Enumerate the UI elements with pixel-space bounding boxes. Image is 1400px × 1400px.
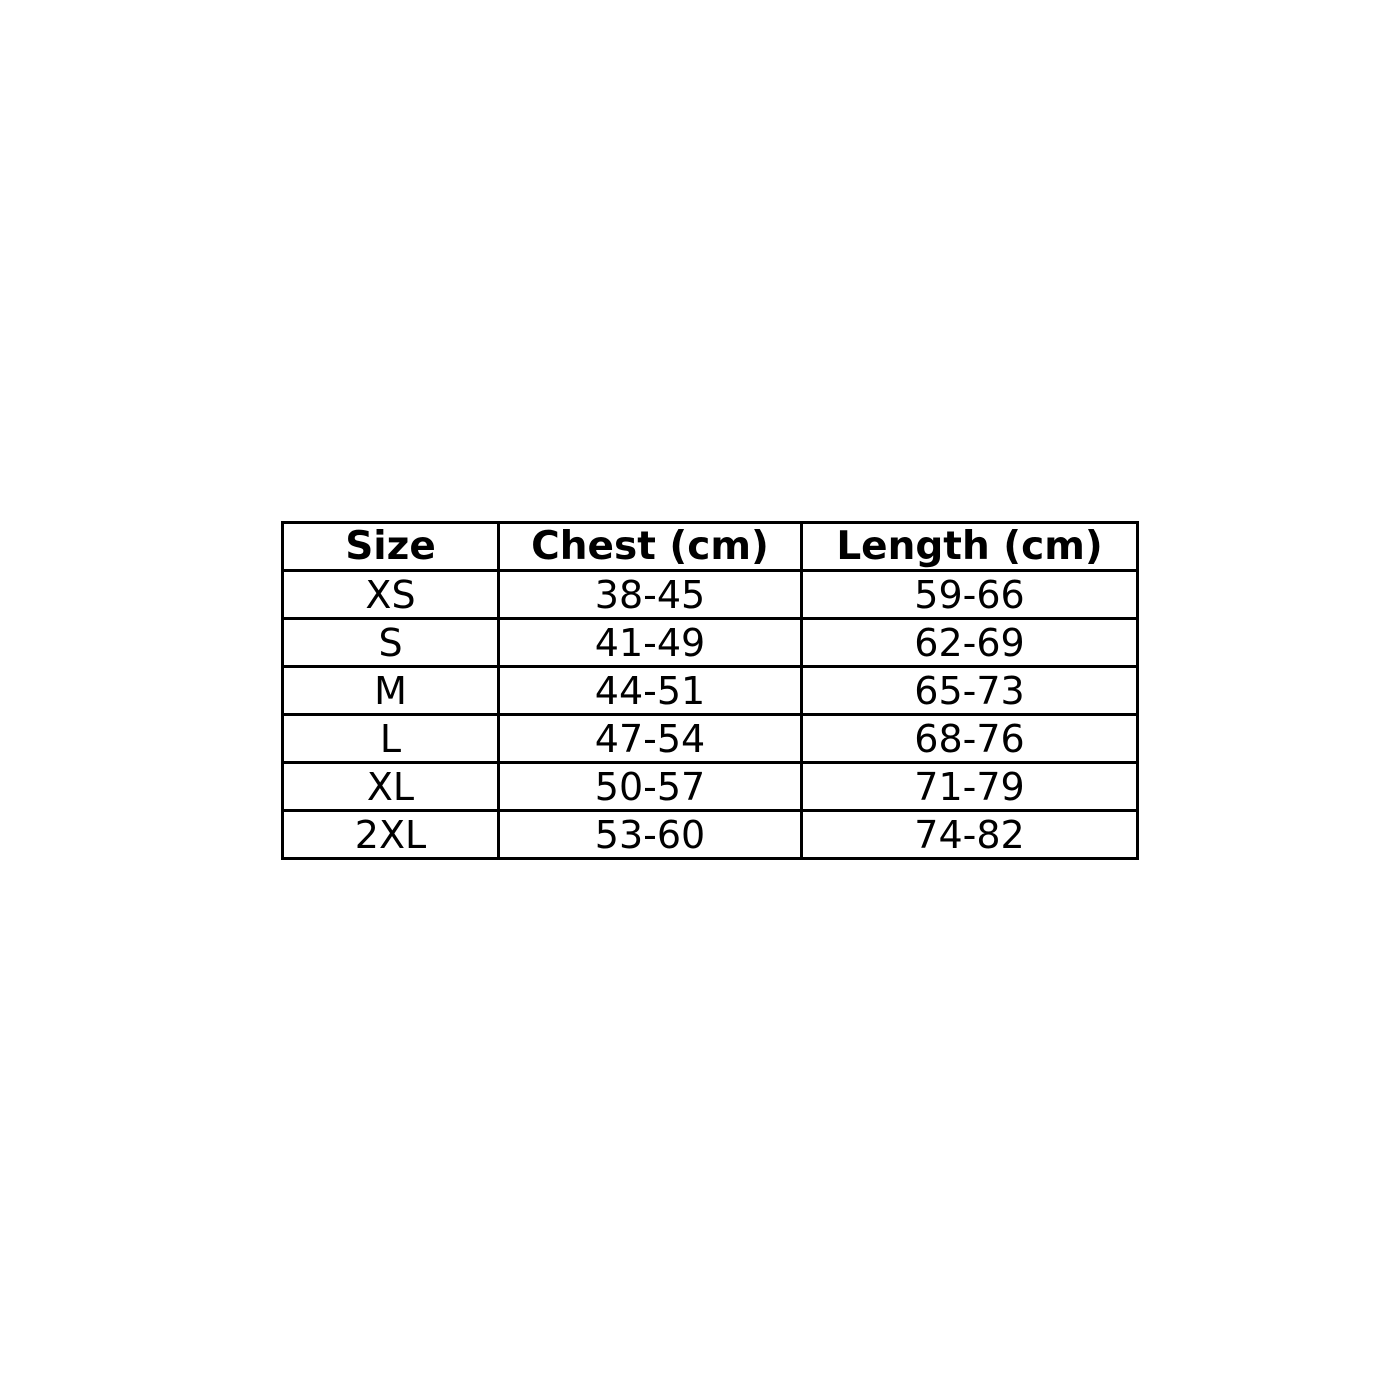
- column-header-chest: Chest (cm): [497, 521, 803, 572]
- table-row-xs: XS 38-45 59-66: [281, 569, 1139, 620]
- table-row-m: M 44-51 65-73: [281, 665, 1139, 716]
- table-row-l: L 47-54 68-76: [281, 713, 1139, 764]
- cell-chest: 44-51: [497, 665, 803, 716]
- table-row-s: S 41-49 62-69: [281, 617, 1139, 668]
- table-row-xl: XL 50-57 71-79: [281, 761, 1139, 812]
- cell-length: 59-66: [800, 569, 1139, 620]
- column-header-size: Size: [281, 521, 500, 572]
- cell-size: M: [281, 665, 500, 716]
- size-chart-container: Size Chest (cm) Length (cm) XS 38-45 59-…: [281, 521, 1139, 860]
- cell-chest: 50-57: [497, 761, 803, 812]
- size-chart-table: Size Chest (cm) Length (cm) XS 38-45 59-…: [281, 521, 1139, 860]
- column-header-length: Length (cm): [800, 521, 1139, 572]
- cell-size: S: [281, 617, 500, 668]
- cell-chest: 53-60: [497, 809, 803, 860]
- cell-length: 74-82: [800, 809, 1139, 860]
- cell-length: 68-76: [800, 713, 1139, 764]
- cell-size: XL: [281, 761, 500, 812]
- cell-size: 2XL: [281, 809, 500, 860]
- cell-size: L: [281, 713, 500, 764]
- cell-size: XS: [281, 569, 500, 620]
- table-body: XS 38-45 59-66 S 41-49 62-69 M 44-51 65-…: [281, 569, 1139, 860]
- cell-chest: 38-45: [497, 569, 803, 620]
- cell-length: 62-69: [800, 617, 1139, 668]
- table-row-2xl: 2XL 53-60 74-82: [281, 809, 1139, 860]
- table-header: Size Chest (cm) Length (cm): [281, 521, 1139, 572]
- cell-length: 71-79: [800, 761, 1139, 812]
- cell-length: 65-73: [800, 665, 1139, 716]
- cell-chest: 41-49: [497, 617, 803, 668]
- cell-chest: 47-54: [497, 713, 803, 764]
- header-row: Size Chest (cm) Length (cm): [281, 521, 1139, 572]
